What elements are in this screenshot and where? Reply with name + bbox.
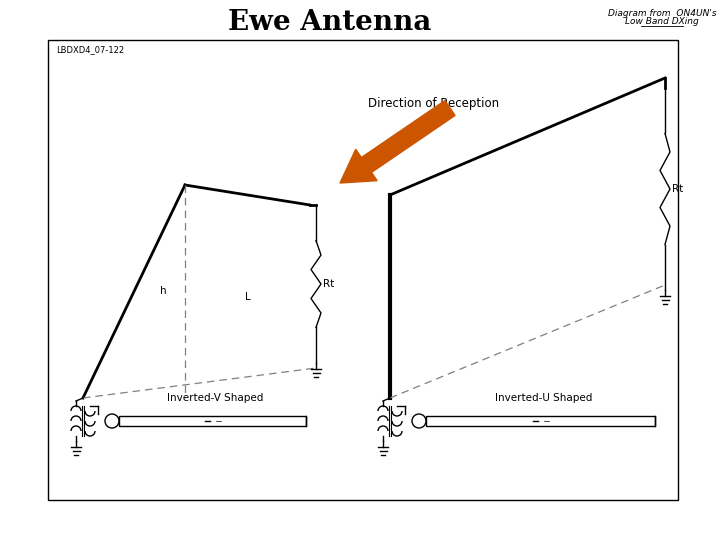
Text: Low Band DXing: Low Band DXing [625, 17, 699, 26]
Text: Inverted-U Shaped: Inverted-U Shaped [495, 393, 592, 403]
Text: Direction of Reception: Direction of Reception [368, 97, 499, 110]
Text: L: L [246, 292, 251, 301]
Text: LBDXD4_07-122: LBDXD4_07-122 [56, 45, 124, 55]
Text: Diagram from  ON4UN's: Diagram from ON4UN's [608, 9, 716, 17]
Bar [426, 416, 655, 426]
FancyArrow shape [340, 100, 455, 183]
Text: Rt: Rt [672, 184, 683, 194]
Text: Rt: Rt [323, 279, 334, 289]
Text: Inverted-V Shaped: Inverted-V Shaped [167, 393, 264, 403]
Text: h: h [161, 287, 167, 296]
Bar [119, 416, 306, 426]
Text: Ewe Antenna: Ewe Antenna [228, 9, 432, 36]
Bar [48, 40, 678, 500]
